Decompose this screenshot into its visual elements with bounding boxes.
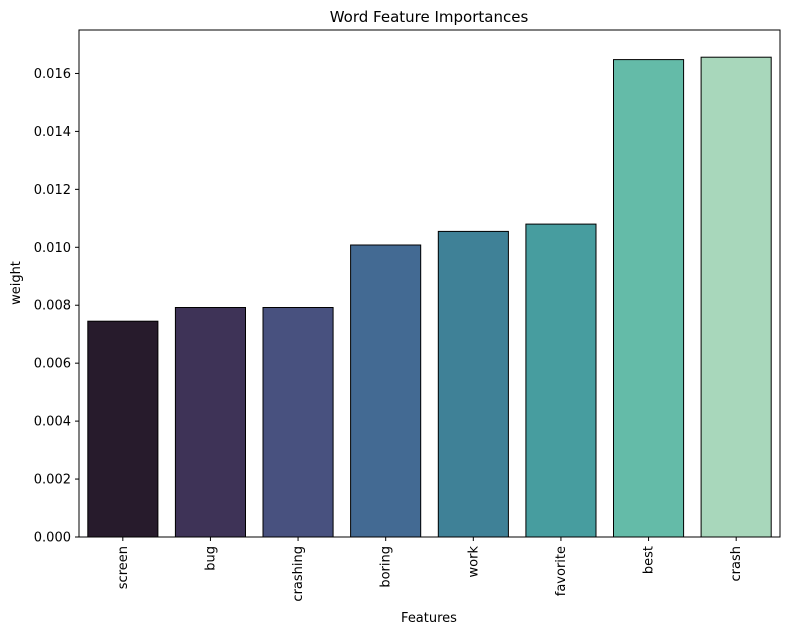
bar-bug (174, 307, 246, 538)
x-tick-label: crashing (291, 546, 306, 602)
y-tick-label: 0.016 (34, 67, 71, 82)
x-tick-label: crash (729, 546, 744, 581)
x-tick-label: screen (116, 546, 131, 589)
y-tick-label: 0.008 (34, 299, 71, 314)
bar-best (613, 59, 685, 538)
bars-group (87, 56, 772, 538)
bar-boring (350, 244, 422, 538)
chart-title: Word Feature Importances (330, 8, 529, 26)
y-tick-label: 0.000 (34, 531, 71, 546)
bar-crashing (262, 307, 334, 538)
y-axis-ticks: 0.000 0.002 0.004 0.006 0.008 0.010 0.012 0.014… (34, 67, 79, 546)
y-tick-label: 0.010 (34, 241, 71, 256)
x-tick-label: work (466, 546, 481, 578)
x-tick-label: best (642, 546, 657, 574)
y-tick-label: 0.006 (34, 357, 71, 372)
y-axis-label: weight (9, 261, 24, 305)
x-tick-label: favorite (554, 546, 569, 596)
bar-crash (700, 56, 772, 538)
y-tick-label: 0.002 (34, 473, 71, 488)
plot-frame (78, 29, 781, 538)
x-axis-label: Features (401, 611, 457, 626)
bar-work (437, 230, 509, 538)
x-axis-ticks: screen bug crashing boring work favorite best c… (116, 537, 744, 602)
y-tick-label: 0.014 (34, 125, 71, 140)
y-tick-label: 0.004 (34, 415, 71, 430)
bar-favorite (525, 223, 597, 538)
x-tick-label: boring (379, 546, 394, 588)
y-tick-label: 0.012 (34, 183, 71, 198)
bar-screen (87, 320, 159, 538)
x-tick-label: bug (203, 546, 218, 571)
